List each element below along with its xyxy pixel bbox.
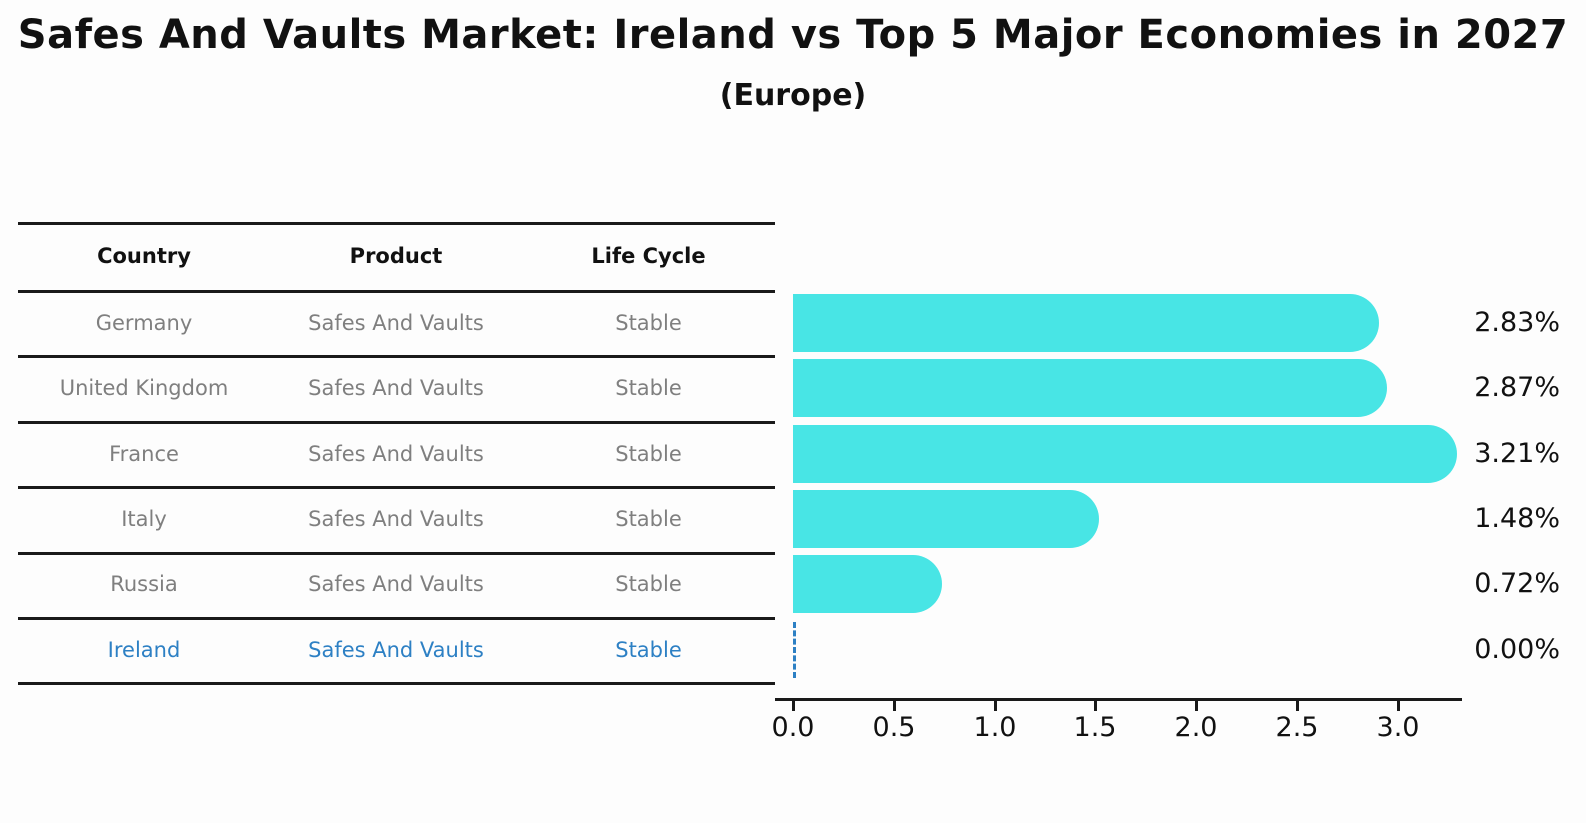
bar-germany xyxy=(793,294,1379,352)
x-axis-tick-label: 2.5 xyxy=(1275,712,1319,743)
table-rule xyxy=(18,421,775,424)
cell-product: Safes And Vaults xyxy=(308,572,484,596)
cell-life-cycle: Stable xyxy=(615,572,682,596)
x-axis-tick xyxy=(1094,701,1097,711)
cell-life-cycle: Stable xyxy=(615,442,682,466)
chart-subtitle: (Europe) xyxy=(719,78,867,113)
x-axis-tick-label: 1.5 xyxy=(1073,712,1117,743)
cell-life-cycle: Stable xyxy=(615,507,682,531)
column-header-country: Country xyxy=(97,244,191,268)
cell-life-cycle: Stable xyxy=(615,638,682,662)
chart-title: Safes And Vaults Market: Ireland vs Top … xyxy=(17,12,1569,58)
x-axis-tick xyxy=(792,701,795,711)
x-axis-tick-label: 3.0 xyxy=(1376,712,1420,743)
column-header-life-cycle: Life Cycle xyxy=(591,244,706,268)
table-rule xyxy=(18,486,775,489)
table-row: Germany Safes And Vaults Stable xyxy=(18,307,775,339)
table-row: Ireland Safes And Vaults Stable xyxy=(18,634,775,666)
cell-product: Safes And Vaults xyxy=(308,442,484,466)
table-rule xyxy=(18,355,775,358)
bar-value-label: 0.72% xyxy=(1474,568,1560,599)
bar-value-label: 2.83% xyxy=(1474,307,1560,338)
x-axis-tick xyxy=(1195,701,1198,711)
bar-value-label: 3.21% xyxy=(1474,438,1560,469)
table-row: Russia Safes And Vaults Stable xyxy=(18,568,775,600)
cell-product: Safes And Vaults xyxy=(308,507,484,531)
table-row: France Safes And Vaults Stable xyxy=(18,438,775,470)
x-axis-line xyxy=(775,698,1462,701)
x-axis-tick xyxy=(994,701,997,711)
bar-value-label: 1.48% xyxy=(1474,503,1560,534)
cell-life-cycle: Stable xyxy=(615,376,682,400)
cell-country: France xyxy=(109,442,179,466)
x-axis-tick xyxy=(1296,701,1299,711)
cell-country: Russia xyxy=(110,572,178,596)
x-axis-tick xyxy=(1397,701,1400,711)
table-rule xyxy=(18,617,775,620)
cell-country: Ireland xyxy=(107,638,181,662)
table-rule xyxy=(18,552,775,555)
cell-country: Germany xyxy=(95,311,193,335)
x-axis-tick-label: 1.0 xyxy=(973,712,1017,743)
bar-value-label: 2.87% xyxy=(1474,372,1560,403)
bar-value-label: 0.00% xyxy=(1474,634,1560,665)
cell-product: Safes And Vaults xyxy=(308,638,484,662)
bar-italy xyxy=(793,490,1099,548)
zero-value-marker-ireland xyxy=(793,622,796,678)
table-rule xyxy=(18,682,775,685)
cell-country: United Kingdom xyxy=(59,376,229,400)
table-row: United Kingdom Safes And Vaults Stable xyxy=(18,372,775,404)
x-axis-tick-label: 0.0 xyxy=(771,712,815,743)
cell-country: Italy xyxy=(121,507,167,531)
cell-product: Safes And Vaults xyxy=(308,376,484,400)
table-rule xyxy=(18,222,775,225)
table-rule xyxy=(18,290,775,293)
x-axis-tick xyxy=(893,701,896,711)
column-header-product: Product xyxy=(349,244,443,268)
bar-france xyxy=(793,425,1457,483)
cell-life-cycle: Stable xyxy=(615,311,682,335)
x-axis-tick-label: 2.0 xyxy=(1174,712,1218,743)
bar-russia xyxy=(793,555,942,613)
x-axis-tick-label: 0.5 xyxy=(872,712,916,743)
bar-united-kingdom xyxy=(793,359,1387,417)
table-row: Italy Safes And Vaults Stable xyxy=(18,503,775,535)
cell-product: Safes And Vaults xyxy=(308,311,484,335)
